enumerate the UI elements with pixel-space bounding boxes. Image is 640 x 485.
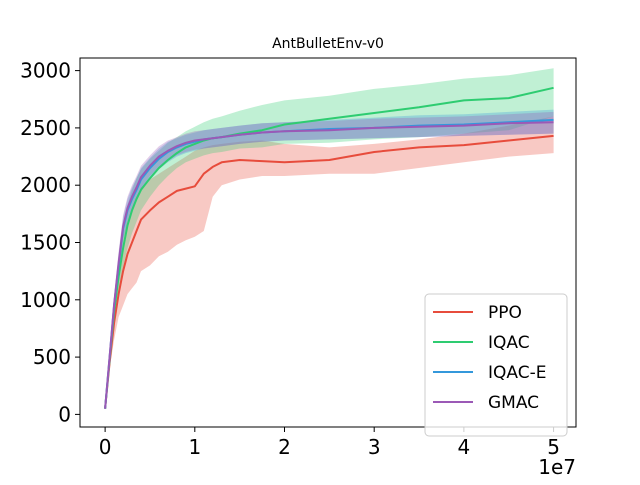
legend-label-iqac-e: IQAC-E xyxy=(488,363,546,383)
y-tick-label: 2500 xyxy=(20,116,71,140)
y-axis: 0 500 1000 1500 2000 2500 3000 xyxy=(20,59,80,426)
chart-title: AntBulletEnv-v0 xyxy=(272,36,384,52)
confidence-bands xyxy=(105,68,554,409)
line-iqac xyxy=(104,86,554,409)
legend-label-iqac: IQAC xyxy=(488,333,530,353)
legend-label-ppo: PPO xyxy=(488,303,522,323)
x-tick-label: 3 xyxy=(368,435,381,459)
y-tick-label: 1500 xyxy=(20,231,71,255)
x-tick-label: 0 xyxy=(99,435,112,459)
x-tick-label: 2 xyxy=(278,435,291,459)
y-tick-label: 3000 xyxy=(20,59,71,83)
line-ppo xyxy=(104,134,554,409)
legend: PPO IQAC IQAC-E GMAC xyxy=(424,293,568,437)
band-ppo xyxy=(105,116,554,409)
y-tick-label: 2000 xyxy=(20,173,71,197)
x-tick-label: 5 xyxy=(547,435,560,459)
y-tick-label: 500 xyxy=(33,345,71,369)
legend-frame xyxy=(424,293,568,437)
y-tick-label: 0 xyxy=(58,402,71,426)
x-tick-label: 1 xyxy=(188,435,201,459)
series-lines xyxy=(104,86,554,409)
legend-label-gmac: GMAC xyxy=(488,393,539,413)
x-offset-label: 1e7 xyxy=(538,455,576,479)
x-tick-label: 4 xyxy=(458,435,471,459)
y-tick-label: 1000 xyxy=(20,288,71,312)
band-iqac xyxy=(105,68,554,409)
line-gmac xyxy=(104,121,554,409)
